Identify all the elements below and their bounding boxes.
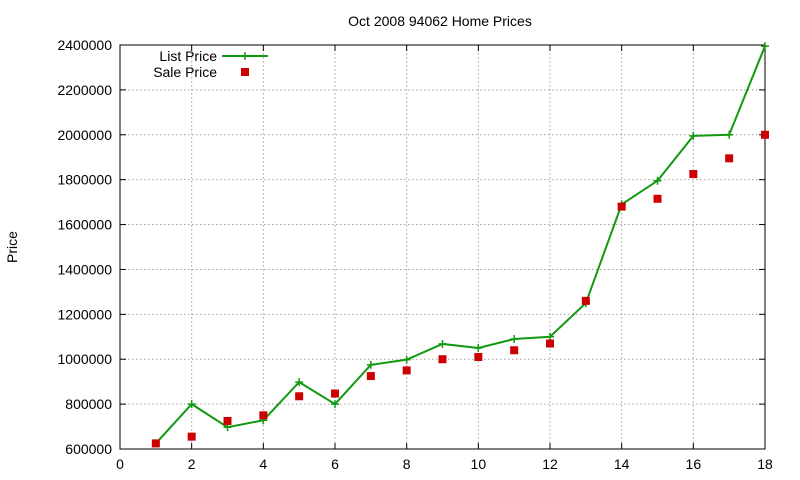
series-layer: [151, 42, 769, 448]
plot-frame: [119, 44, 766, 450]
legend-label: Sale Price: [153, 64, 217, 80]
legend-marker: [241, 68, 249, 76]
y-tick-label: 1400000: [57, 261, 112, 277]
y-tick-label: 1000000: [57, 351, 112, 367]
data-point: [259, 411, 268, 420]
data-point: [510, 346, 519, 355]
data-point: [402, 366, 411, 375]
x-tick-label: 8: [403, 456, 411, 472]
x-tick-label: 12: [542, 456, 558, 472]
data-point: [438, 339, 447, 348]
y-tick-label: 1200000: [57, 306, 112, 322]
legend-label: List Price: [159, 48, 217, 64]
x-tick-label: 10: [471, 456, 487, 472]
chart-title: Oct 2008 94062 Home Prices: [348, 13, 532, 29]
data-point: [761, 42, 769, 51]
data-point: [366, 360, 375, 369]
data-point: [223, 416, 232, 425]
data-point: [761, 130, 769, 139]
x-tick-label: 6: [331, 456, 339, 472]
x-tick-label: 14: [614, 456, 630, 472]
data-point: [546, 339, 554, 348]
data-point: [187, 432, 196, 441]
x-tick-label: 2: [188, 456, 196, 472]
data-point: [474, 352, 483, 361]
data-point: [689, 170, 698, 179]
y-tick-label: 800000: [65, 396, 112, 412]
legend-entry: List Price: [159, 48, 268, 64]
y-tick-label: 2400000: [57, 37, 112, 53]
data-point: [474, 344, 483, 352]
data-point: [546, 332, 554, 341]
y-tick-label: 2200000: [57, 82, 112, 98]
data-point: [689, 131, 698, 140]
x-tick-label: 0: [116, 456, 124, 472]
y-tick-label: 1800000: [57, 172, 112, 188]
data-point: [402, 355, 411, 364]
data-point: [653, 194, 662, 203]
data-point: [331, 400, 339, 409]
data-point: [581, 296, 590, 305]
data-point: [366, 372, 375, 381]
data-point: [331, 389, 339, 398]
data-point: [295, 378, 304, 387]
y-tick-label: 1600000: [57, 217, 112, 233]
data-point: [725, 154, 734, 163]
series-line: [155, 45, 766, 445]
data-point: [653, 176, 662, 185]
legend-entry: Sale Price: [153, 64, 249, 80]
legend-marker: [241, 52, 249, 60]
y-axis-label: Price: [4, 231, 20, 263]
data-point: [295, 392, 304, 401]
axis-ticks: 600000 800000 1000000 1200000 1400000 1600000…: [57, 37, 773, 472]
series-1: [151, 130, 769, 448]
data-point: [151, 439, 160, 448]
data-point: [617, 202, 626, 211]
data-point: [725, 130, 734, 139]
x-tick-label: 18: [757, 456, 773, 472]
data-point: [187, 400, 196, 409]
data-point: [510, 335, 519, 344]
grid: [120, 45, 765, 449]
y-tick-label: 2000000: [57, 127, 112, 143]
y-tick-label: 600000: [65, 441, 112, 457]
data-point: [438, 355, 447, 364]
x-tick-label: 4: [259, 456, 267, 472]
x-tick-label: 16: [686, 456, 702, 472]
series-0: [151, 42, 769, 448]
